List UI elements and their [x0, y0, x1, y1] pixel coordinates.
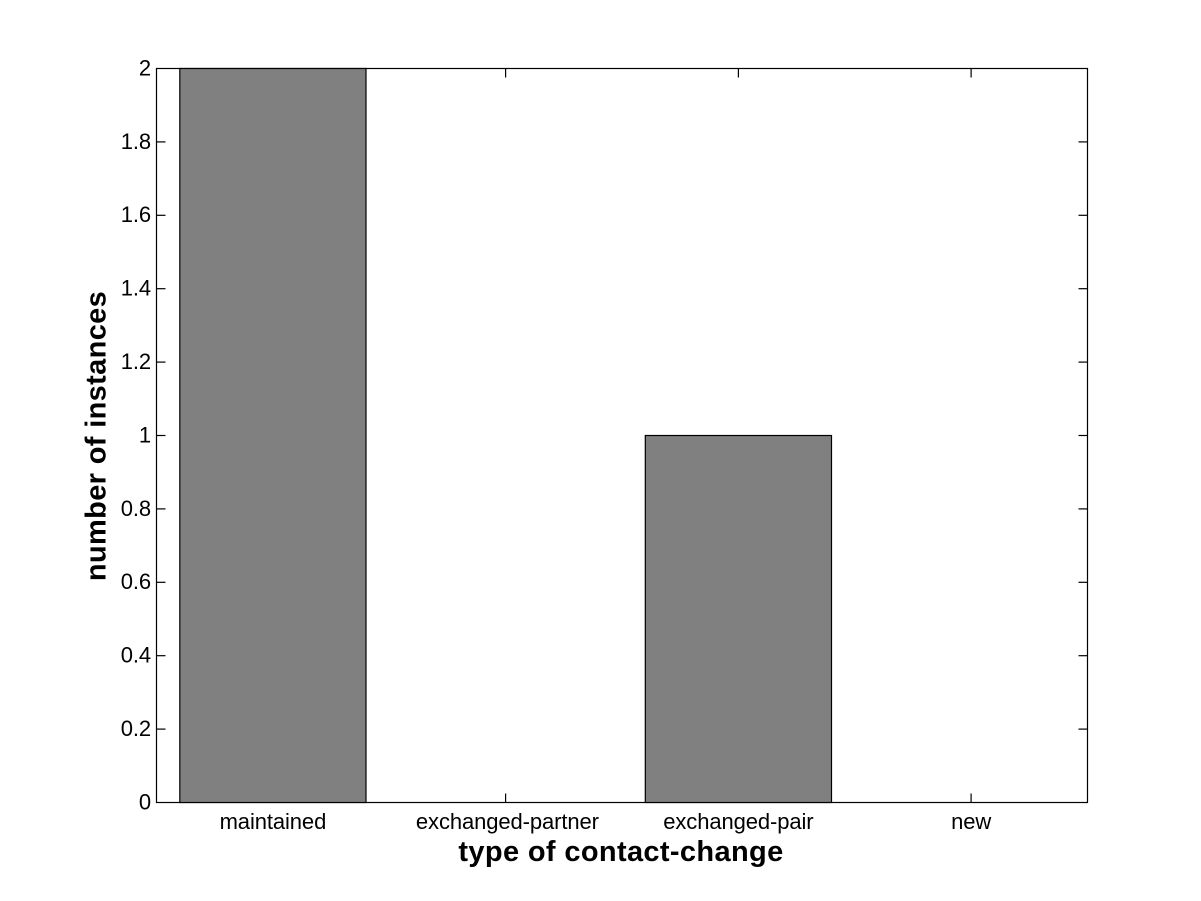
svg-text:1.2: 1.2: [121, 349, 151, 374]
svg-text:0: 0: [139, 789, 151, 814]
svg-text:0.2: 0.2: [121, 716, 151, 741]
svg-text:exchanged-pair: exchanged-pair: [663, 809, 813, 834]
svg-text:0.6: 0.6: [121, 569, 151, 594]
svg-text:0.8: 0.8: [121, 496, 151, 521]
svg-text:0.4: 0.4: [121, 643, 151, 668]
svg-text:type of contact-change: type of contact-change: [458, 836, 783, 868]
svg-text:1: 1: [139, 422, 151, 447]
svg-text:exchanged-partner: exchanged-partner: [416, 809, 599, 834]
svg-text:number of instances: number of instances: [81, 291, 113, 581]
svg-text:2: 2: [139, 55, 151, 80]
svg-text:new: new: [951, 809, 991, 834]
svg-text:maintained: maintained: [220, 809, 327, 834]
svg-text:1.4: 1.4: [121, 276, 151, 301]
svg-text:1.6: 1.6: [121, 202, 151, 227]
svg-text:1.8: 1.8: [121, 129, 151, 154]
